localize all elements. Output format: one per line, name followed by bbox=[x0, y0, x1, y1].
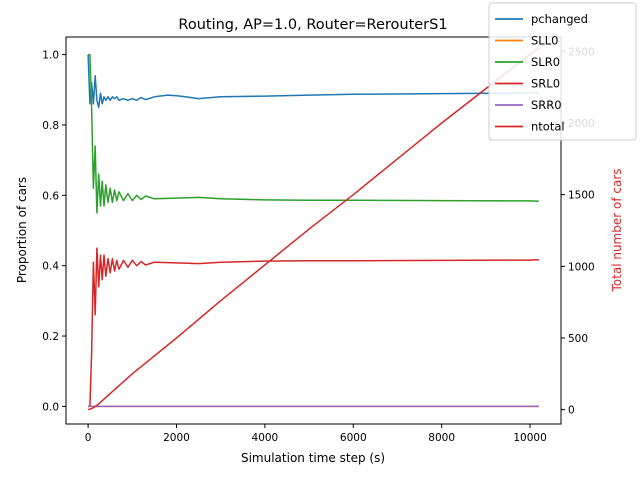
left-tick-label: 0.2 bbox=[42, 331, 59, 343]
right-tick-label: 1000 bbox=[568, 261, 595, 273]
left-tick-label: 0.0 bbox=[42, 401, 59, 413]
right-tick-label: 1500 bbox=[568, 190, 595, 202]
series-line-pchanged bbox=[87, 54, 539, 109]
series-line-srl0 bbox=[88, 247, 539, 408]
left-axis-label: Proportion of cars bbox=[15, 177, 29, 283]
plot-lines bbox=[87, 47, 540, 411]
x-tick-label: 4000 bbox=[252, 432, 279, 444]
right-tick-label: 0 bbox=[568, 405, 575, 417]
left-tick-label: 0.4 bbox=[42, 261, 59, 273]
x-tick-label: 6000 bbox=[340, 432, 367, 444]
x-tick-label: 0 bbox=[85, 432, 92, 444]
legend-label-ntotal: ntotal bbox=[531, 120, 565, 134]
x-axis-label: Simulation time step (s) bbox=[241, 451, 385, 465]
left-tick-label: 1.0 bbox=[42, 50, 59, 62]
series-line-slr0 bbox=[88, 53, 539, 214]
legend-label-pchanged: pchanged bbox=[531, 12, 588, 26]
left-axis-ticks: 0.0 0.2 0.4 0.6 0.8 1.0 bbox=[42, 50, 66, 413]
legend-label-srl0: SRL0 bbox=[531, 77, 560, 91]
plot-frame bbox=[65, 36, 562, 425]
legend-box bbox=[488, 2, 637, 141]
x-axis-ticks: 0 2000 4000 6000 8000 10000 bbox=[85, 424, 547, 444]
right-axis-label: Total number of cars bbox=[610, 168, 624, 292]
legend: pchanged SLL0 SLR0 SRL0 SRR0 ntotal bbox=[488, 2, 637, 141]
series-line-ntotal bbox=[87, 47, 540, 411]
right-tick-label: 500 bbox=[568, 333, 588, 345]
legend-label-sll0: SLL0 bbox=[531, 34, 558, 48]
x-tick-label: 2000 bbox=[163, 432, 190, 444]
x-tick-label: 8000 bbox=[428, 432, 455, 444]
left-tick-label: 0.6 bbox=[42, 190, 59, 202]
legend-label-slr0: SLR0 bbox=[531, 55, 560, 69]
chart-title: Routing, AP=1.0, Router=RerouterS1 bbox=[178, 17, 447, 33]
left-tick-label: 0.8 bbox=[42, 120, 59, 132]
legend-label-srr0: SRR0 bbox=[531, 98, 562, 112]
x-tick-label: 10000 bbox=[513, 432, 546, 444]
